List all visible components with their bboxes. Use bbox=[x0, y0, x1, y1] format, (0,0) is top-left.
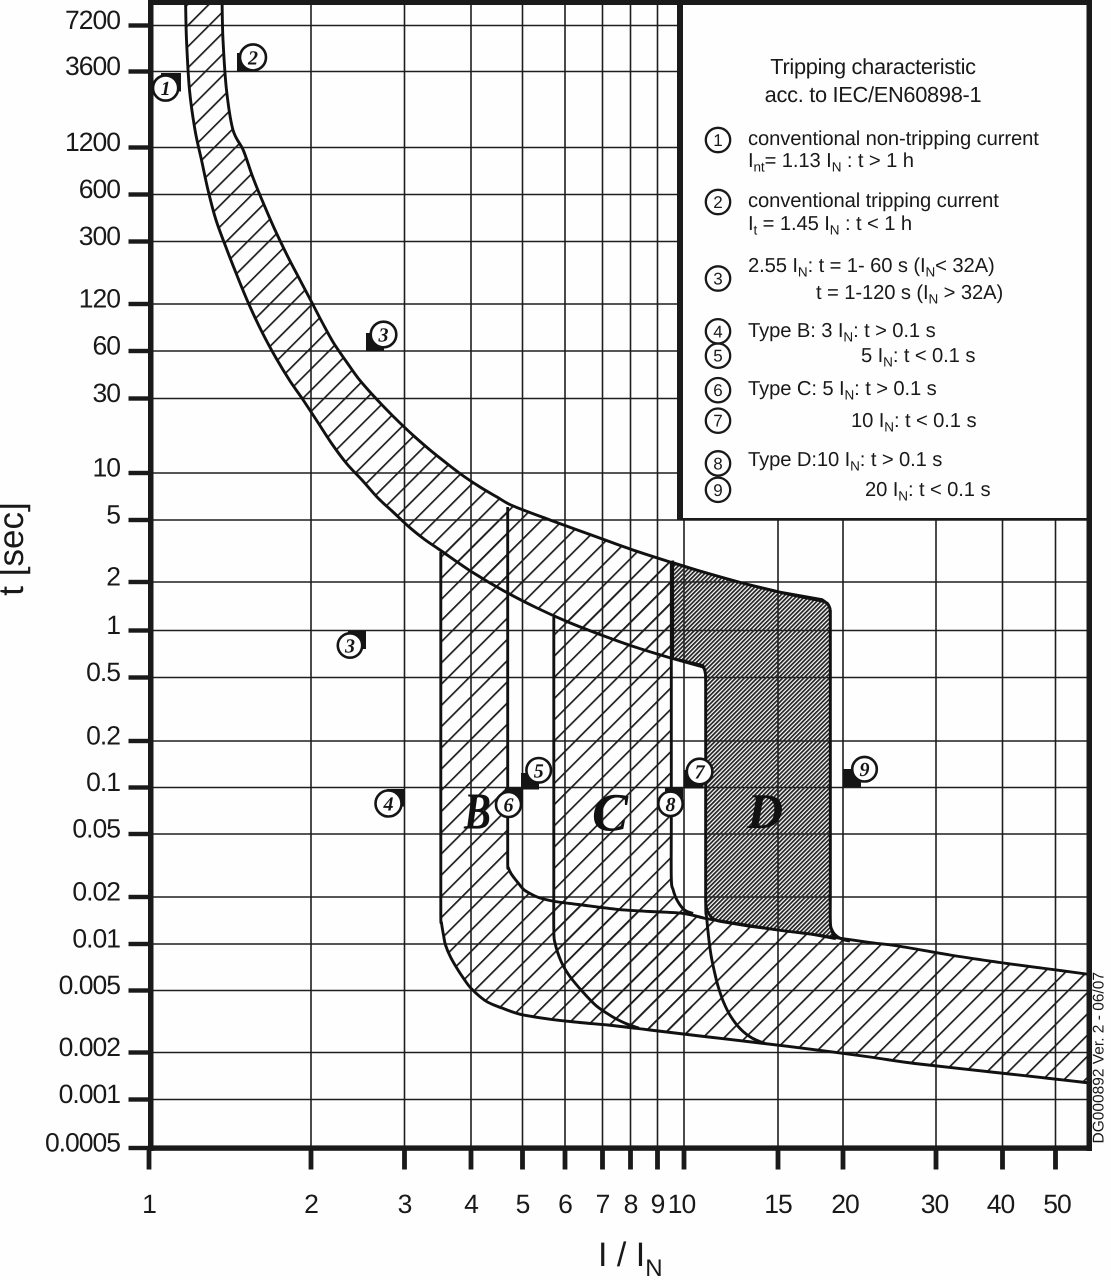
svg-text:Type C: 5 IN​: t > 0.1 s: Type C: 5 IN​: t > 0.1 s bbox=[748, 378, 937, 403]
svg-text:1: 1 bbox=[713, 131, 722, 150]
svg-text:4: 4 bbox=[713, 322, 722, 341]
svg-text:0.001: 0.001 bbox=[59, 1079, 121, 1109]
svg-text:B: B bbox=[463, 784, 491, 841]
svg-text:Int​= 1.13 IN​ : t > 1 h: Int​= 1.13 IN​ : t > 1 h bbox=[748, 150, 914, 175]
svg-text:7200: 7200 bbox=[65, 5, 120, 35]
svg-text:8: 8 bbox=[624, 1189, 638, 1219]
svg-text:3: 3 bbox=[398, 1189, 412, 1219]
svg-text:10: 10 bbox=[668, 1189, 696, 1219]
svg-text:9: 9 bbox=[713, 481, 722, 500]
svg-text:conventional tripping current: conventional tripping current bbox=[748, 190, 999, 212]
svg-text:3: 3 bbox=[378, 325, 389, 347]
svg-text:2: 2 bbox=[247, 47, 258, 69]
svg-text:C: C bbox=[592, 783, 629, 843]
svg-text:10: 10 bbox=[93, 453, 121, 483]
svg-text:Type D:10 IN​: t > 0.1 s: Type D:10 IN​: t > 0.1 s bbox=[748, 449, 942, 474]
svg-text:2: 2 bbox=[304, 1189, 318, 1219]
svg-text:3: 3 bbox=[713, 270, 722, 289]
svg-text:15: 15 bbox=[764, 1189, 792, 1219]
svg-text:0.1: 0.1 bbox=[86, 767, 120, 797]
svg-text:4: 4 bbox=[383, 794, 394, 816]
svg-text:1: 1 bbox=[106, 610, 120, 640]
svg-text:50: 50 bbox=[1043, 1189, 1071, 1219]
svg-text:40: 40 bbox=[987, 1189, 1015, 1219]
svg-text:7: 7 bbox=[596, 1189, 610, 1219]
svg-text:D: D bbox=[746, 783, 783, 839]
svg-text:9: 9 bbox=[860, 759, 870, 781]
svg-text:0.002: 0.002 bbox=[59, 1032, 121, 1062]
svg-text:1200: 1200 bbox=[65, 127, 120, 157]
svg-text:2: 2 bbox=[106, 562, 120, 592]
svg-text:2.55 IN​: t = 1- 60 s (IN​< 32: 2.55 IN​: t = 1- 60 s (IN​< 32A) bbox=[748, 255, 995, 280]
svg-text:t = 1-120 s (IN​ > 32A): t = 1-120 s (IN​ > 32A) bbox=[816, 282, 1003, 307]
svg-text:0.01: 0.01 bbox=[72, 924, 120, 954]
svg-text:30: 30 bbox=[921, 1189, 949, 1219]
svg-text:5: 5 bbox=[534, 760, 544, 782]
svg-text:0.2: 0.2 bbox=[86, 721, 120, 751]
svg-text:8: 8 bbox=[666, 794, 676, 816]
svg-text:7: 7 bbox=[695, 762, 706, 784]
svg-text:0.0005: 0.0005 bbox=[45, 1128, 120, 1158]
svg-text:conventional non-tripping curr: conventional non-tripping current bbox=[748, 128, 1039, 150]
svg-text:5: 5 bbox=[516, 1189, 530, 1219]
svg-text:0.02: 0.02 bbox=[72, 877, 120, 907]
svg-text:3600: 3600 bbox=[65, 51, 120, 81]
svg-text:30: 30 bbox=[93, 378, 121, 408]
svg-text:20 IN​: t < 0.1 s: 20 IN​: t < 0.1 s bbox=[865, 479, 990, 504]
svg-text:0.005: 0.005 bbox=[59, 970, 121, 1000]
svg-text:600: 600 bbox=[79, 174, 120, 204]
svg-text:6: 6 bbox=[504, 795, 514, 817]
svg-text:1: 1 bbox=[142, 1189, 156, 1219]
svg-text:5: 5 bbox=[713, 347, 722, 366]
svg-text:4: 4 bbox=[464, 1189, 478, 1219]
svg-text:Tripping characteristic: Tripping characteristic bbox=[770, 54, 976, 79]
svg-text:6: 6 bbox=[558, 1189, 572, 1219]
svg-text:5: 5 bbox=[106, 500, 120, 530]
svg-text:1: 1 bbox=[161, 78, 171, 100]
svg-text:2: 2 bbox=[713, 193, 722, 212]
svg-text:7: 7 bbox=[713, 412, 722, 431]
svg-text:3: 3 bbox=[344, 636, 355, 658]
svg-text:It​ = 1.45 IN​ : t < 1 h: It​ = 1.45 IN​ : t < 1 h bbox=[748, 213, 912, 238]
svg-text:10 IN​: t < 0.1 s: 10 IN​: t < 0.1 s bbox=[851, 410, 976, 435]
svg-text:t [sec]: t [sec] bbox=[0, 502, 31, 595]
svg-text:DG000892 Ver. 2 - 06/07: DG000892 Ver. 2 - 06/07 bbox=[1091, 972, 1108, 1143]
svg-text:Type B: 3 IN​: t > 0.1 s: Type B: 3 IN​: t > 0.1 s bbox=[748, 320, 936, 345]
svg-text:0.05: 0.05 bbox=[72, 814, 120, 844]
svg-text:60: 60 bbox=[93, 331, 121, 361]
svg-text:20: 20 bbox=[831, 1189, 859, 1219]
svg-text:acc. to IEC/EN60898-1: acc. to IEC/EN60898-1 bbox=[765, 82, 982, 107]
svg-text:300: 300 bbox=[79, 221, 120, 251]
svg-text:0.5: 0.5 bbox=[86, 657, 120, 687]
svg-text:120: 120 bbox=[79, 284, 120, 314]
svg-text:5 IN​: t < 0.1 s: 5 IN​: t < 0.1 s bbox=[861, 345, 975, 370]
svg-text:8: 8 bbox=[713, 454, 722, 473]
svg-text:9: 9 bbox=[651, 1189, 665, 1219]
svg-text:6: 6 bbox=[713, 381, 722, 400]
